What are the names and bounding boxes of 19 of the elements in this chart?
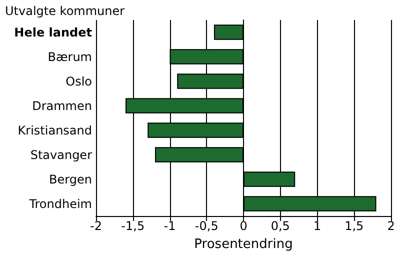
x-tick-label: -1 xyxy=(164,219,176,233)
x-axis-title: Prosentendring xyxy=(194,237,293,252)
y-tick-label: Drammen xyxy=(32,98,92,113)
y-tick-label: Kristiansand xyxy=(18,123,92,138)
y-tick-label: Oslo xyxy=(66,74,92,88)
x-tick-label: 0 xyxy=(240,219,248,233)
y-tick-label: Bærum xyxy=(48,50,92,64)
x-tick-label: -0,5 xyxy=(194,219,218,233)
y-tick-label: Hele landet xyxy=(14,25,92,40)
x-tick-label: -2 xyxy=(90,219,102,233)
y-tick-label: Bergen xyxy=(49,172,92,186)
x-tick-label: 1,5 xyxy=(344,219,364,233)
y-tick-label: Stavanger xyxy=(30,148,92,162)
x-tick-label: 0,5 xyxy=(270,219,290,233)
y-tick-label: Trondheim xyxy=(28,196,92,211)
x-tick-label: 2 xyxy=(387,219,395,233)
x-tick-label: 1 xyxy=(313,219,322,233)
chart-title: Utvalgte kommuner xyxy=(5,4,125,18)
x-tick-label: -1,5 xyxy=(121,219,145,233)
